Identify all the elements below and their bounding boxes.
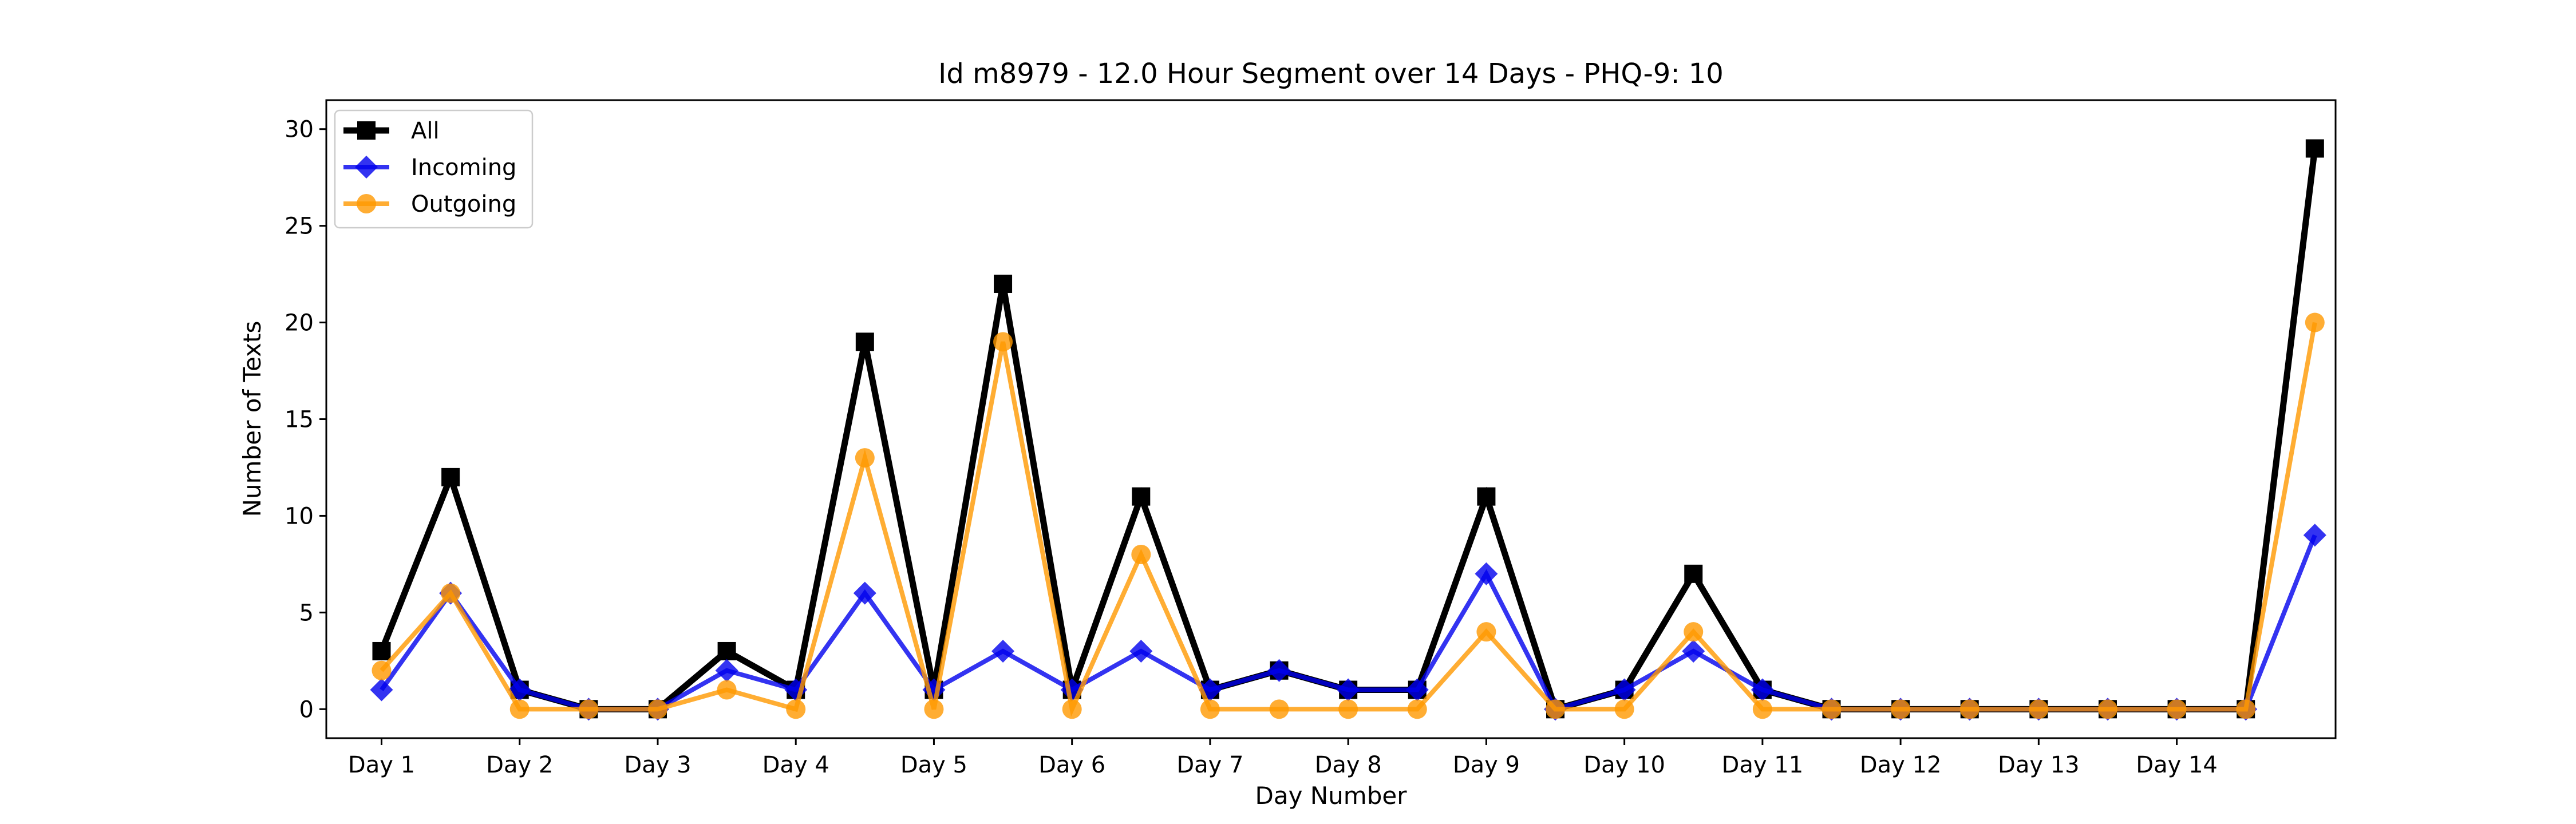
data-point-outgoing (2236, 699, 2256, 719)
data-point-all (2305, 139, 2324, 158)
data-point-incoming (991, 639, 1015, 663)
legend-label-incoming: Incoming (411, 154, 516, 181)
legend-entry-all: All (343, 118, 440, 144)
data-point-outgoing (1546, 699, 1566, 719)
legend-entry-incoming: Incoming (343, 154, 516, 181)
data-point-outgoing (579, 699, 599, 719)
data-point-outgoing (1407, 699, 1427, 719)
data-point-outgoing (647, 699, 667, 719)
data-point-outgoing (1614, 699, 1634, 719)
x-tick-label: Day 1 (348, 752, 415, 778)
data-point-outgoing (1752, 699, 1772, 719)
y-tick-label: 15 (285, 407, 314, 433)
x-tick-label: Day 5 (900, 752, 967, 778)
y-tick-label: 10 (285, 503, 314, 529)
legend: All Incoming Outgoing (334, 109, 534, 229)
data-point-outgoing (2305, 312, 2325, 332)
x-tick-label: Day 3 (624, 752, 691, 778)
series-outgoing (372, 312, 2325, 719)
series-layer (370, 139, 2326, 721)
data-point-outgoing (2097, 699, 2117, 719)
data-point-all (717, 641, 736, 660)
x-tick-label: Day 13 (1998, 752, 2080, 778)
y-tick-label: 0 (299, 696, 314, 723)
x-tick-label: Day 8 (1315, 752, 1382, 778)
x-axis-label: Day Number (1255, 782, 1407, 810)
data-point-incoming (370, 678, 393, 702)
data-point-incoming (1613, 678, 1636, 702)
data-point-outgoing (786, 699, 806, 719)
data-point-all (855, 332, 874, 351)
x-tick-label: Day 10 (1583, 752, 1665, 778)
data-point-outgoing (717, 680, 737, 700)
x-tick-label: Day 14 (2136, 752, 2218, 778)
data-point-all (994, 274, 1013, 293)
data-point-outgoing (2029, 699, 2049, 719)
data-point-incoming (1475, 562, 1498, 585)
data-point-incoming (1682, 639, 1705, 663)
x-axis: Day 1 Day 2 Day 3 Day 4 Day 5 Day 6 Day 7 Day 8… (348, 738, 2218, 778)
data-point-incoming (1337, 678, 1360, 702)
x-tick-label: Day 11 (1722, 752, 1804, 778)
data-point-outgoing (1959, 699, 1980, 719)
x-tick-label: Day 7 (1176, 752, 1243, 778)
data-point-all (1684, 564, 1703, 583)
legend-box (334, 109, 534, 229)
y-tick-label: 30 (285, 117, 314, 143)
x-tick-label: Day 6 (1038, 752, 1105, 778)
legend-entry-outgoing: Outgoing (343, 191, 516, 217)
y-axis-label: Number of Texts (238, 321, 266, 517)
data-point-outgoing (509, 699, 530, 719)
y-tick-label: 25 (285, 213, 314, 240)
data-point-outgoing (372, 660, 392, 680)
data-point-outgoing (1062, 699, 1082, 719)
chart-title: Id m8979 - 12.0 Hour Segment over 14 Day… (938, 58, 1724, 90)
data-point-incoming (853, 581, 876, 605)
data-point-outgoing (1822, 699, 1842, 719)
data-point-outgoing (1200, 699, 1220, 719)
data-point-outgoing (1891, 699, 1911, 719)
data-point-outgoing (924, 699, 944, 719)
legend-label-all: All (411, 118, 440, 144)
x-tick-label: Day 9 (1453, 752, 1520, 778)
legend-label-outgoing: Outgoing (411, 191, 516, 217)
legend-marker-all (357, 121, 376, 140)
y-tick-label: 5 (299, 600, 314, 626)
data-point-outgoing (993, 332, 1013, 352)
data-point-outgoing (1131, 545, 1151, 565)
data-point-incoming (1129, 639, 1153, 663)
data-point-all (1132, 487, 1151, 506)
legend-marker-incoming (355, 156, 378, 179)
data-point-outgoing (855, 448, 875, 468)
data-point-outgoing (1338, 699, 1358, 719)
data-point-incoming (1267, 659, 1291, 682)
y-axis: 0 5 10 15 20 25 30 (285, 117, 326, 723)
data-point-outgoing (2167, 699, 2187, 719)
data-point-incoming (1751, 678, 1774, 702)
data-point-outgoing (1684, 622, 1704, 642)
y-tick-label: 20 (285, 310, 314, 336)
data-point-outgoing (441, 583, 461, 603)
data-point-incoming (1405, 678, 1429, 702)
data-point-incoming (715, 659, 738, 682)
data-point-all (441, 468, 460, 486)
data-point-outgoing (1476, 622, 1496, 642)
legend-marker-outgoing (357, 194, 376, 213)
data-point-incoming (2303, 524, 2326, 547)
data-point-all (1477, 487, 1496, 506)
data-point-all (372, 641, 391, 660)
x-tick-label: Day 12 (1860, 752, 1942, 778)
x-tick-label: Day 2 (486, 752, 553, 778)
data-point-outgoing (1269, 699, 1289, 719)
x-tick-label: Day 4 (762, 752, 829, 778)
